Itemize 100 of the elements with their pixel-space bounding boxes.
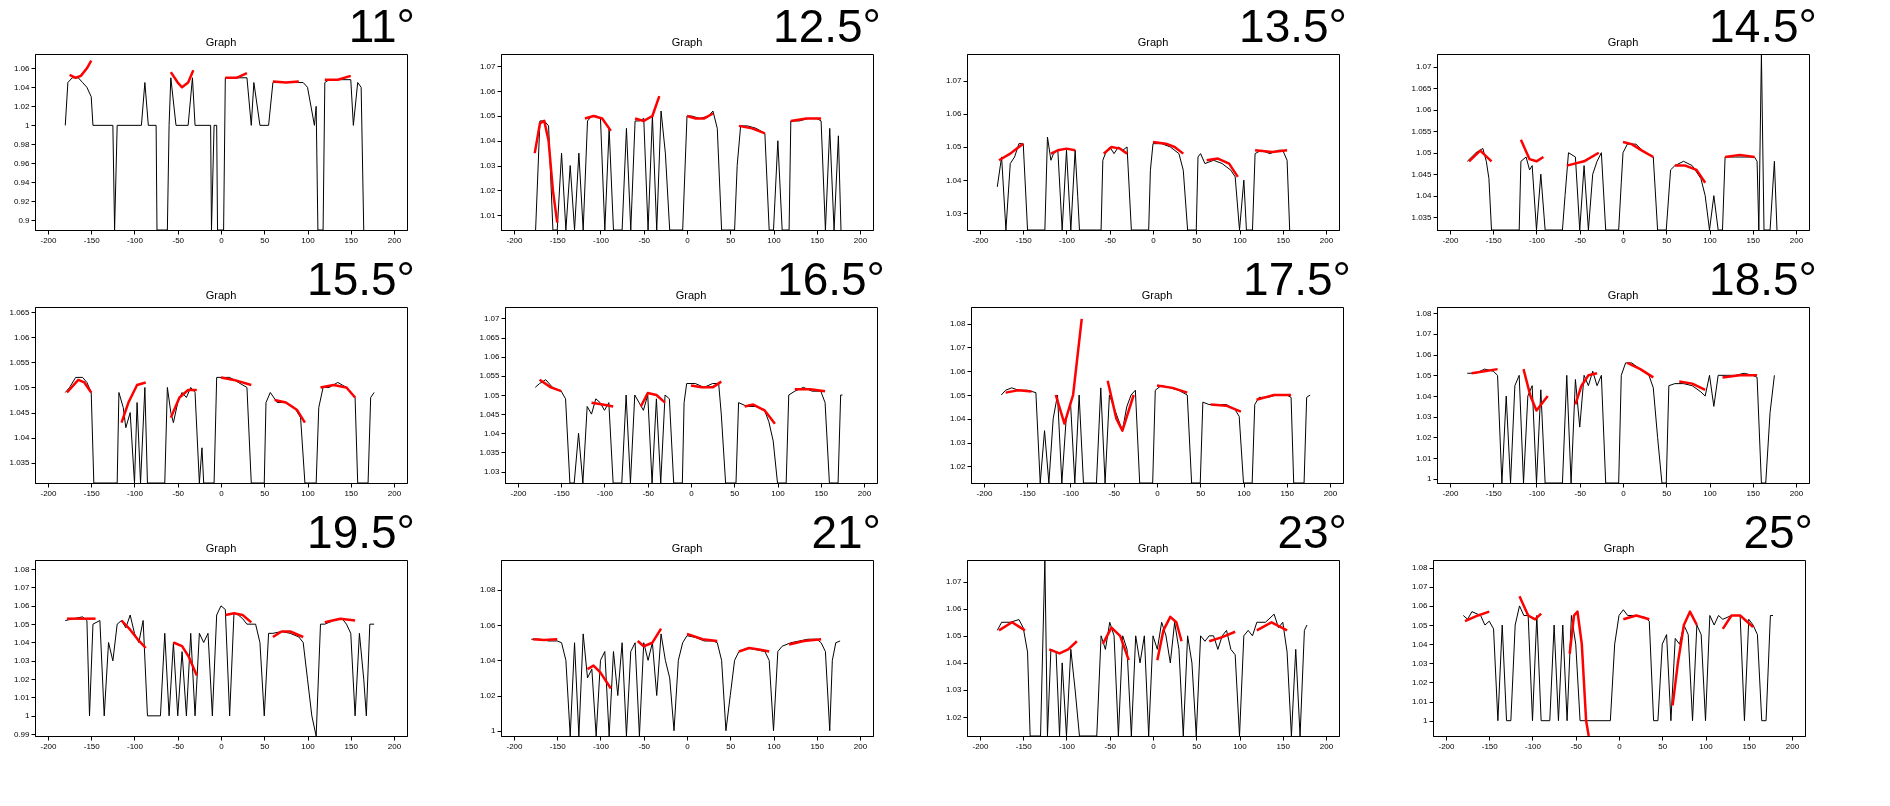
y-tick-label: 1.02: [945, 712, 963, 722]
x-tick-label: 100: [301, 741, 316, 751]
x-tick-label: 50: [1192, 741, 1202, 751]
y-tick-label: 1.05: [479, 111, 497, 121]
y-tick-label: 1.03: [483, 467, 501, 477]
line-series: [639, 391, 667, 408]
y-tick-label: 1.08: [949, 319, 967, 329]
x-tick-label: 200: [387, 741, 402, 751]
text: 25°: [1743, 506, 1813, 558]
y-tick-label: 1.07: [945, 76, 963, 86]
y-tick-label: 1.06: [13, 332, 31, 342]
x-tick-label: 0: [1617, 741, 1623, 751]
y-tick-label: 1.02: [13, 674, 31, 684]
y-tick-label: 1.03: [949, 438, 967, 448]
x-tick-label: 50: [260, 235, 270, 245]
line-series: [172, 641, 199, 677]
y-tick-label: 1.06: [1415, 105, 1433, 115]
x-tick-label: 200: [387, 235, 402, 245]
x-tick-label: -200: [40, 741, 58, 751]
y-tick-label: 1.04: [1411, 639, 1429, 649]
text: 23°: [1277, 506, 1347, 558]
line-series: [1151, 140, 1185, 155]
y-tick-label: 0.94: [13, 177, 31, 187]
y-tick-label: 1.07: [479, 61, 497, 71]
text: 11°: [348, 0, 415, 52]
x-tick-label: -150: [83, 741, 101, 751]
x-tick-label: -200: [1438, 741, 1456, 751]
x-tick-label: -50: [172, 235, 185, 245]
y-tick-label: 1.04: [945, 175, 963, 185]
x-tick-label: -50: [1108, 488, 1121, 498]
y-tick-label: 1.04: [1415, 391, 1433, 401]
line-series: [1106, 379, 1135, 432]
x-tick-label: 0: [219, 741, 225, 751]
y-tick-label: 1.08: [1411, 563, 1429, 573]
line-series: [1621, 140, 1655, 159]
x-tick-label: 100: [1233, 235, 1248, 245]
x-tick-label: -50: [1574, 235, 1587, 245]
y-tick-label: 1.06: [13, 601, 31, 611]
y-tick-label: 1.01: [479, 210, 497, 220]
chart-title: Graph: [1137, 542, 1169, 554]
line-series: [743, 403, 777, 425]
x-tick-label: -100: [126, 741, 144, 751]
x-tick-label: 200: [1319, 741, 1334, 751]
x-tick-label: -100: [592, 235, 610, 245]
y-tick-label: 0.92: [13, 196, 31, 206]
x-tick-label: 50: [1192, 235, 1202, 245]
y-tick-label: 1.04: [1415, 191, 1433, 201]
x-tick-label: -200: [506, 741, 524, 751]
line-series: [169, 68, 195, 89]
x-tick-label: -100: [1058, 741, 1076, 751]
x-tick-label: 50: [726, 741, 736, 751]
chart-title: Graph: [1607, 36, 1639, 48]
x-tick-label: 0: [685, 741, 691, 751]
x-tick-label: -100: [1528, 488, 1546, 498]
line-series: [120, 619, 147, 650]
y-tick-label: 1.03: [1411, 658, 1429, 668]
y-tick-label: 1.02: [949, 461, 967, 471]
y-tick-label: 1: [25, 711, 31, 721]
x-tick-label: 200: [387, 488, 402, 498]
chart-title: Graph: [205, 289, 237, 301]
y-tick-label: 1.03: [945, 208, 963, 218]
chart-title: Graph: [205, 542, 237, 554]
x-tick-label: -200: [1442, 235, 1460, 245]
y-tick-label: 1.035: [9, 458, 31, 468]
line-series: [533, 119, 559, 224]
y-tick-label: 1.04: [13, 638, 31, 647]
x-tick-label: 0: [1621, 235, 1627, 245]
x-tick-label: 100: [301, 235, 316, 245]
text: 12.5°: [773, 0, 881, 52]
x-tick-label: -50: [1104, 235, 1117, 245]
y-tick-label: 1.03: [945, 685, 963, 695]
x-tick-label: -150: [1485, 235, 1503, 245]
chart-title: Graph: [205, 36, 237, 48]
x-tick-label: -100: [126, 488, 144, 498]
y-tick-label: 0.96: [13, 158, 31, 168]
y-tick-label: 1.02: [1415, 432, 1433, 442]
x-tick-label: 200: [1323, 488, 1338, 498]
y-tick-label: 1.03: [479, 161, 497, 171]
x-tick-label: 100: [301, 488, 316, 498]
x-tick-label: 100: [767, 235, 782, 245]
y-tick-label: 1.03: [1415, 412, 1433, 422]
x-tick-label: -150: [83, 488, 101, 498]
x-tick-label: 150: [1276, 741, 1291, 751]
x-tick-label: 50: [726, 235, 736, 245]
y-tick-label: 1.01: [13, 693, 31, 702]
x-tick-label: -50: [172, 741, 185, 751]
x-tick-label: -50: [1574, 488, 1587, 498]
line-series: [68, 59, 93, 80]
chart-title: Graph: [1603, 542, 1635, 554]
y-tick-label: 1: [491, 726, 497, 736]
x-tick-label: 0: [1155, 488, 1161, 498]
y-tick-label: 1.02: [1411, 677, 1429, 687]
text: 16.5°: [777, 253, 885, 305]
line-series: [1671, 610, 1699, 707]
y-tick-label: 1.02: [479, 185, 497, 195]
x-tick-label: 0: [219, 235, 225, 245]
y-tick-label: 1.08: [479, 585, 497, 595]
y-tick-label: 1.05: [949, 390, 967, 400]
x-tick-label: -100: [1528, 235, 1546, 245]
y-tick-label: 1.065: [9, 307, 31, 317]
